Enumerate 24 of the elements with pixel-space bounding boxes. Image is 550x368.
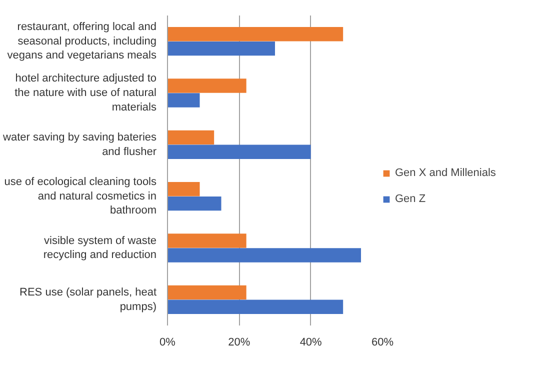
bar (168, 78, 246, 93)
y-tick-label: water saving by saving bateries and flusher (2, 131, 157, 158)
y-tick-label: visible system of waste recycling and reduction (43, 234, 157, 262)
bar (168, 234, 246, 248)
x-tick-label: 40% (300, 336, 322, 348)
bar (168, 300, 344, 314)
bar (168, 285, 246, 300)
y-tick-label: use of ecological cleaning tools and natural cosmetics in bathroom (4, 176, 157, 217)
legend-label: Gen X and Millenials (395, 167, 496, 179)
y-tick-label: restaurant, offering local and seasonal products, including vegans and vegetarians meals (7, 20, 157, 62)
bar (168, 27, 344, 42)
bar (168, 130, 214, 145)
legend-label: Gen Z (395, 193, 426, 205)
y-tick-label: hotel architecture adjusted to the nature with use of natural materials (14, 72, 157, 114)
x-tick-label: 20% (228, 336, 250, 348)
bar (168, 41, 275, 56)
bar (168, 182, 200, 196)
x-tick-label: 60% (371, 336, 394, 348)
bar (168, 93, 200, 108)
y-tick-label: RES use (solar panels, heat pumps) (20, 286, 157, 313)
bar (168, 144, 311, 159)
bar (168, 196, 222, 211)
bar (168, 248, 361, 262)
x-tick-label: 0% (160, 336, 176, 348)
